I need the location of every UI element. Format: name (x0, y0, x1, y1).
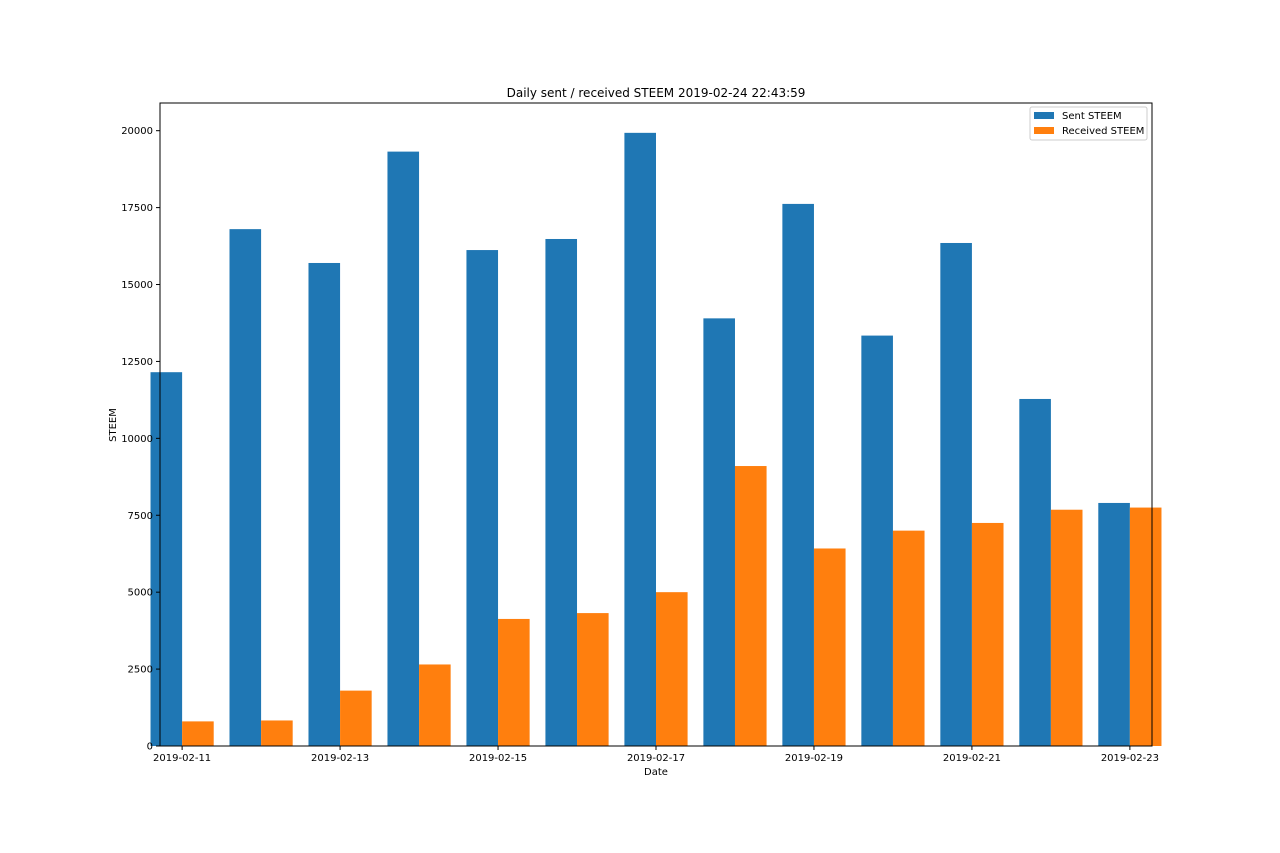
legend-label: Sent STEEM (1062, 111, 1122, 122)
bar-received-2019-02-13 (340, 690, 372, 746)
x-tick-label: 2019-02-11 (153, 753, 211, 764)
x-axis-label: Date (644, 767, 668, 778)
bars-group (150, 132, 1162, 747)
bar-sent-2019-02-17 (624, 132, 656, 746)
legend: Sent STEEM Received STEEM (1029, 106, 1148, 141)
y-tick-label: 7500 (128, 511, 153, 522)
bar-received-2019-02-11 (182, 721, 214, 746)
y-axis-label: STEEM (108, 408, 119, 442)
bar-sent-2019-02-21 (940, 242, 972, 746)
bar-sent-2019-02-18 (703, 318, 735, 746)
bar-received-2019-02-17 (656, 592, 688, 746)
x-tick-label: 2019-02-19 (785, 753, 843, 764)
y-tick-label: 10000 (121, 434, 153, 445)
y-tick-label: 17500 (121, 203, 153, 214)
plot-frame (159, 102, 1153, 747)
bar-received-2019-02-12 (261, 720, 293, 746)
bar-received-2019-02-20 (892, 530, 925, 746)
bar-sent-2019-02-19 (782, 203, 814, 746)
bar-received-2019-02-22 (1050, 509, 1083, 746)
y-tick-label: 0 (147, 742, 153, 753)
y-axis: 0 2500 5000 7500 10000 12500 15000 17500 20000 (121, 126, 160, 753)
bar-sent-2019-02-16 (545, 238, 578, 746)
legend-swatch (1034, 127, 1054, 134)
legend-swatch (1034, 112, 1054, 119)
x-tick-label: 2019-02-17 (627, 753, 685, 764)
bar-sent-2019-02-13 (308, 262, 341, 746)
bar-sent-2019-02-23 (1098, 502, 1130, 746)
bar-sent-2019-02-14 (387, 151, 420, 747)
x-tick-label: 2019-02-15 (469, 753, 527, 764)
y-tick-label: 15000 (121, 280, 153, 291)
y-tick-label: 20000 (121, 126, 153, 137)
bar-sent-2019-02-11 (150, 372, 183, 746)
bar-received-2019-02-18 (734, 466, 767, 746)
bar-received-2019-02-15 (498, 618, 530, 746)
bar-received-2019-02-21 (971, 522, 1004, 746)
chart-title: Daily sent / received STEEM 2019-02-24 2… (507, 86, 806, 100)
legend-box (1029, 106, 1148, 141)
y-tick-label: 2500 (128, 665, 153, 676)
x-tick-label: 2019-02-13 (311, 753, 369, 764)
bar-sent-2019-02-15 (466, 250, 499, 746)
y-tick-label: 12500 (121, 357, 153, 368)
y-tick-label: 5000 (128, 588, 153, 599)
x-axis: 2019-02-11 2019-02-13 2019-02-15 2019-02-17… (153, 746, 1159, 764)
bar-received-2019-02-16 (577, 613, 609, 746)
bar-received-2019-02-23 (1129, 507, 1162, 746)
legend-label: Received STEEM (1062, 126, 1144, 137)
bar-received-2019-02-19 (813, 548, 846, 746)
x-tick-label: 2019-02-23 (1101, 753, 1159, 764)
bar-sent-2019-02-22 (1019, 398, 1051, 746)
x-tick-label: 2019-02-21 (943, 753, 1001, 764)
bar-received-2019-02-14 (419, 664, 451, 746)
bar-sent-2019-02-12 (229, 229, 262, 746)
bar-sent-2019-02-20 (861, 335, 893, 746)
